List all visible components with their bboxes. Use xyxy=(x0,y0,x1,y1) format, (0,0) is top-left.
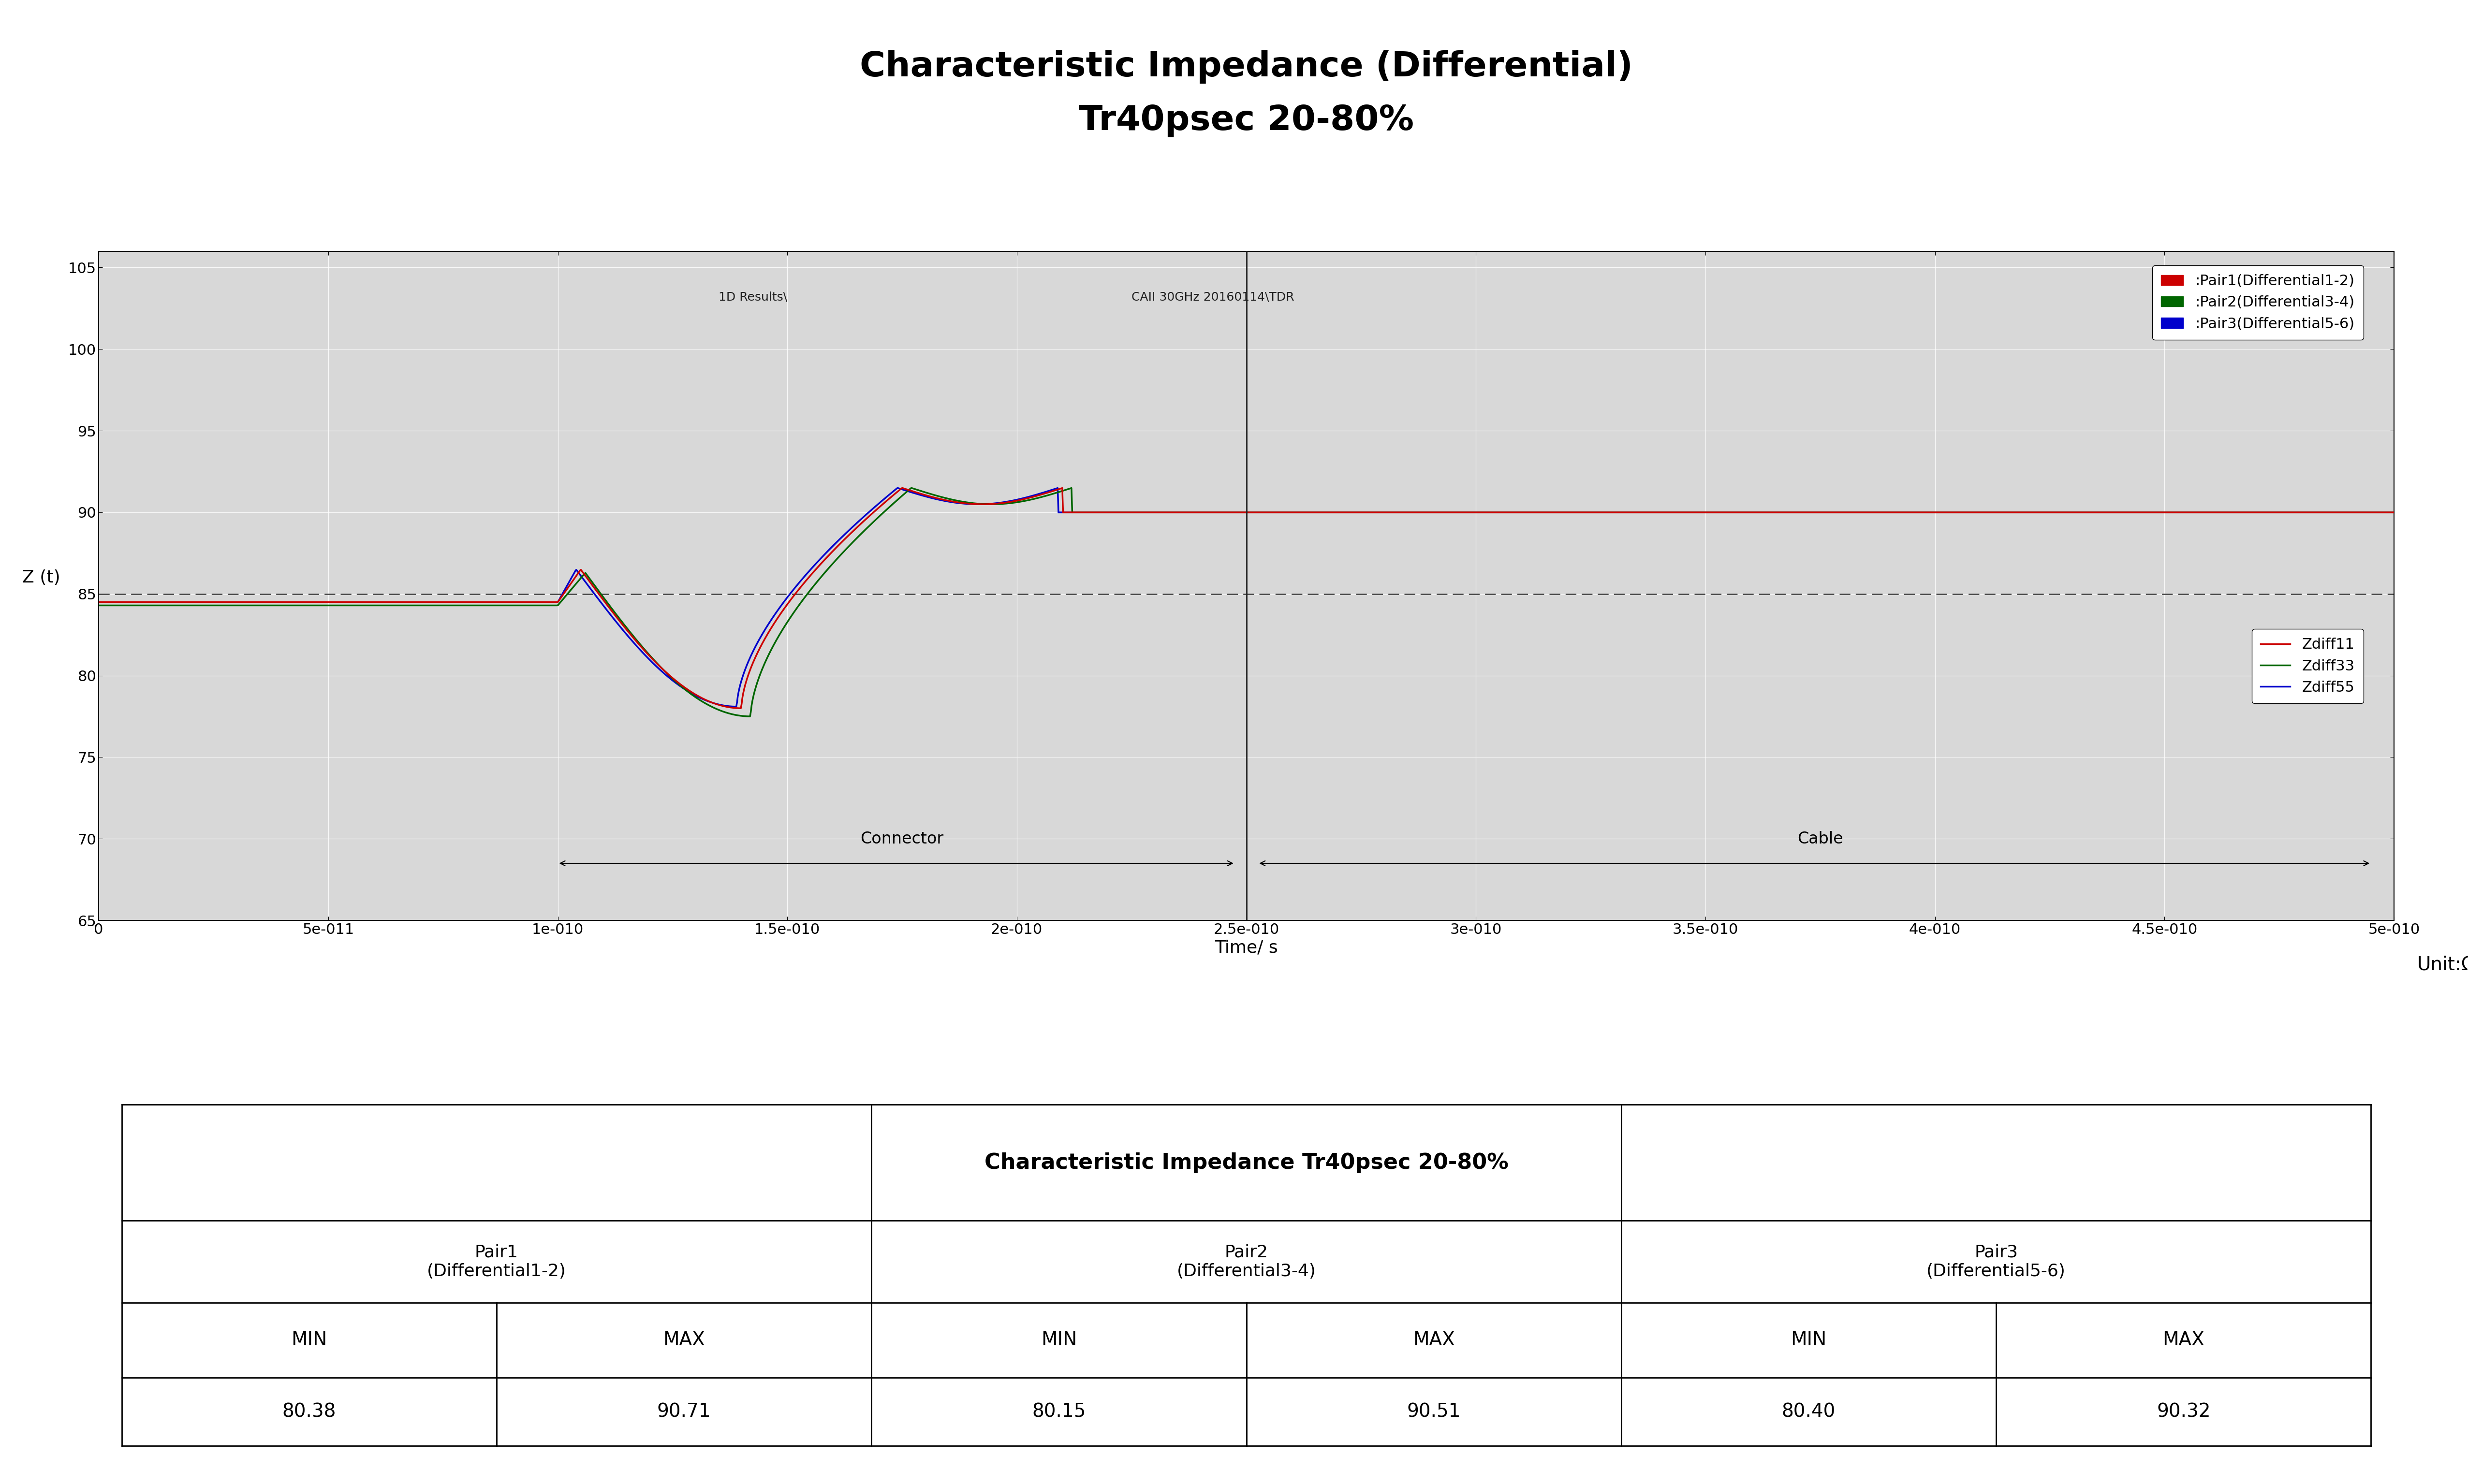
Text: Unit:Ω: Unit:Ω xyxy=(2416,956,2468,974)
Text: Pair1
(Differential1-2): Pair1 (Differential1-2) xyxy=(427,1244,565,1279)
Text: Tr40psec 20-80%: Tr40psec 20-80% xyxy=(1079,104,1414,137)
Text: CAII 30GHz 20160114\TDR: CAII 30GHz 20160114\TDR xyxy=(1130,291,1293,303)
Text: Connector: Connector xyxy=(861,831,943,847)
Legend: Zdiff11, Zdiff33, Zdiff55: Zdiff11, Zdiff33, Zdiff55 xyxy=(2251,629,2364,703)
Text: MAX: MAX xyxy=(1412,1331,1454,1349)
Text: 80.40: 80.40 xyxy=(1782,1402,1836,1422)
Text: 90.51: 90.51 xyxy=(1407,1402,1461,1422)
Text: Cable: Cable xyxy=(1797,831,1844,847)
Text: MAX: MAX xyxy=(2162,1331,2204,1349)
Text: MIN: MIN xyxy=(1041,1331,1076,1349)
Text: 90.32: 90.32 xyxy=(2157,1402,2211,1422)
Text: Characteristic Impedance Tr40psec 20-80%: Characteristic Impedance Tr40psec 20-80% xyxy=(985,1152,1508,1172)
Text: MIN: MIN xyxy=(291,1331,328,1349)
Text: MAX: MAX xyxy=(664,1331,706,1349)
Y-axis label: Z (t): Z (t) xyxy=(22,570,59,586)
Text: 80.38: 80.38 xyxy=(281,1402,336,1422)
Text: MIN: MIN xyxy=(1792,1331,1826,1349)
Text: 1D Results\: 1D Results\ xyxy=(718,291,787,303)
Text: 80.15: 80.15 xyxy=(1032,1402,1086,1422)
Text: Pair3
(Differential5-6): Pair3 (Differential5-6) xyxy=(1928,1244,2066,1279)
Text: Characteristic Impedance (Differential): Characteristic Impedance (Differential) xyxy=(859,50,1634,83)
Text: Pair2
(Differential3-4): Pair2 (Differential3-4) xyxy=(1177,1244,1315,1279)
X-axis label: Time/ s: Time/ s xyxy=(1214,939,1278,956)
Text: 90.71: 90.71 xyxy=(656,1402,711,1422)
